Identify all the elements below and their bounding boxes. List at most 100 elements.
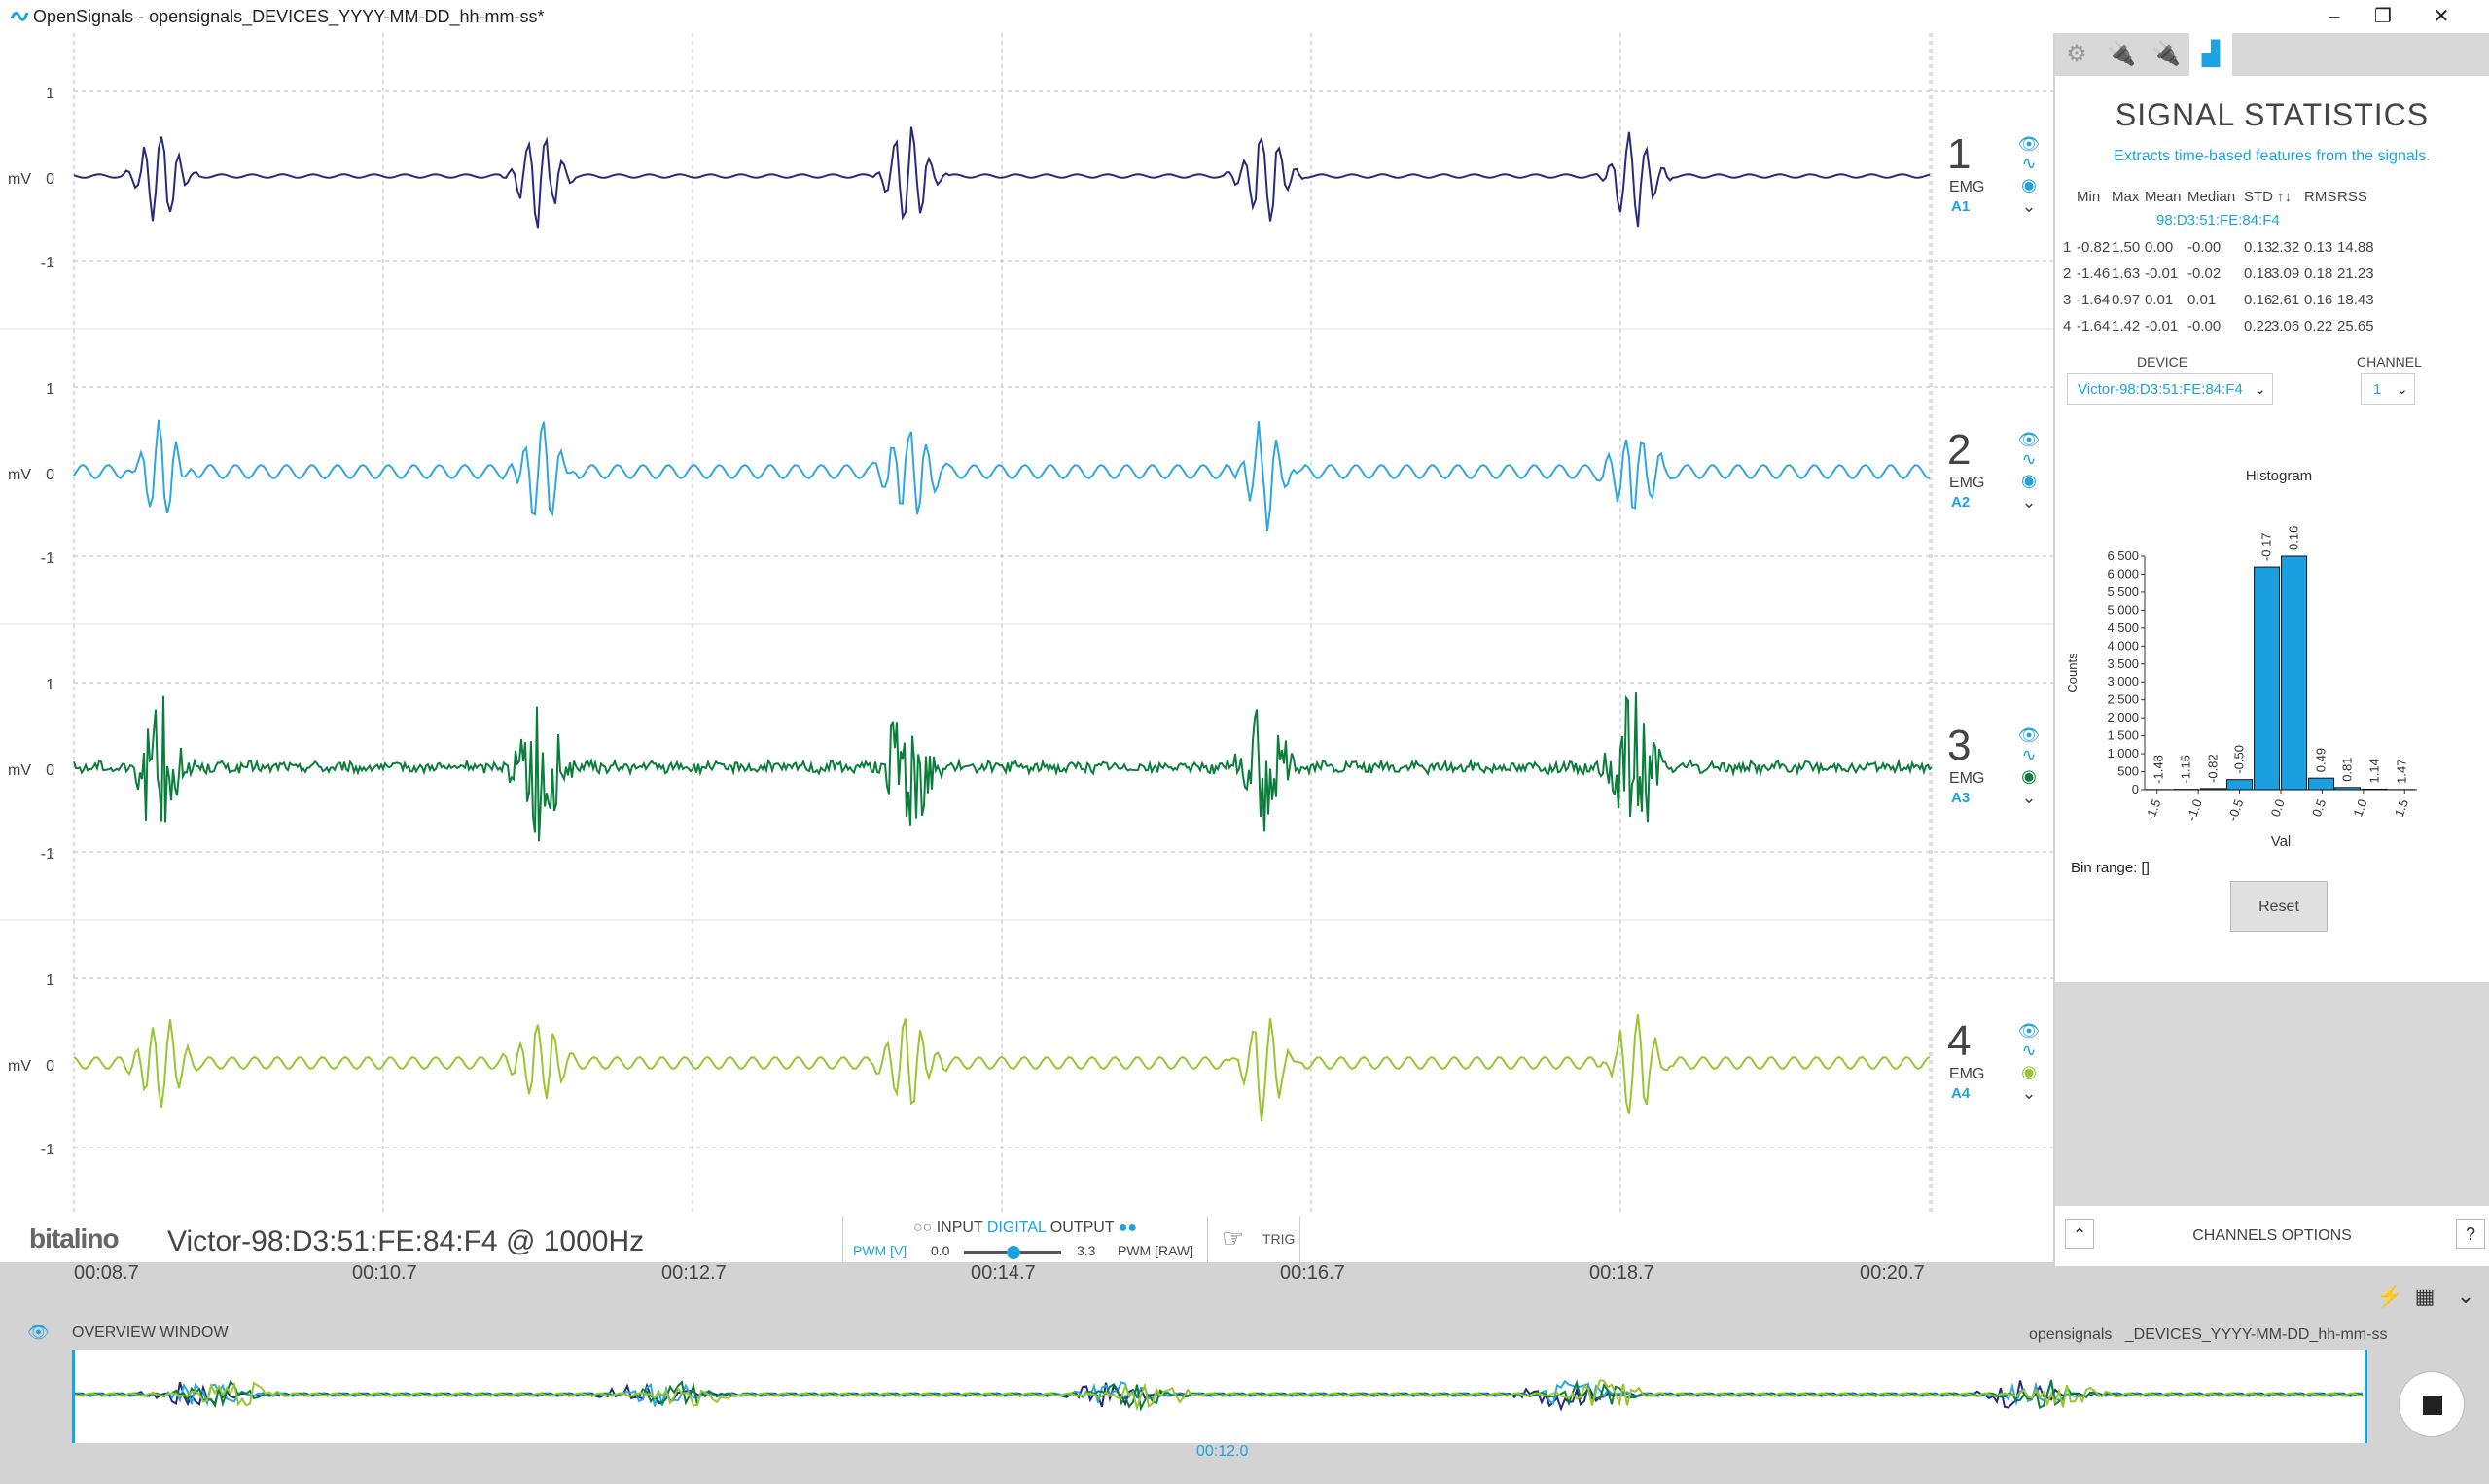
signal-trace	[73, 1013, 1931, 1122]
wave-icon[interactable]: ∿	[2021, 154, 2037, 173]
table-cell: 21.23	[2337, 265, 2374, 282]
channel-port: A1	[1951, 198, 1971, 215]
panel-subtitle: Extracts time-based features from the si…	[2114, 148, 2431, 164]
bar-label: -0.17	[2259, 532, 2274, 561]
visibility-eye-icon[interactable]: 👁	[2017, 134, 2041, 154]
device-bar: bitalino Victor-98:D3:51:FE:84:F4 @ 1000…	[0, 1216, 2053, 1262]
histogram-bar	[2308, 777, 2335, 791]
channel-color-icon[interactable]: ◉	[2021, 766, 2037, 786]
channel-type: EMG	[1949, 770, 1985, 787]
signal-trace	[73, 419, 1931, 532]
wave-icon[interactable]: ∿	[2021, 449, 2037, 469]
settings-gear-icon[interactable]: ⚙	[2066, 41, 2087, 67]
col-header: Min	[2077, 189, 2101, 205]
table-cell: 3	[2063, 292, 2072, 308]
visibility-eye-icon[interactable]: 👁	[2017, 725, 2041, 745]
histogram-bar	[2281, 555, 2308, 791]
reset-button[interactable]: Reset	[2230, 881, 2328, 932]
channel-type: EMG	[1949, 475, 1985, 491]
plugin-icon[interactable]: 🔌	[2151, 41, 2181, 67]
io-output-label: OUTPUT	[1049, 1219, 1115, 1236]
chevron-up-icon[interactable]: ⌃	[2065, 1219, 2094, 1249]
trigger-control[interactable]: ☞ TRIG	[1212, 1216, 1300, 1262]
y-tick: 1	[46, 381, 54, 398]
visibility-eye-icon[interactable]: 👁	[2017, 1021, 2041, 1041]
chevron-down-icon[interactable]: ⌄	[2021, 196, 2037, 216]
device-select[interactable]: Victor-98:D3:51:FE:84:F4 ⌄	[2067, 373, 2273, 405]
y-tick-label: 2,500	[2107, 692, 2139, 707]
bar-label: -0.50	[2232, 745, 2247, 774]
grid-view-icon[interactable]: ▦	[2414, 1284, 2436, 1308]
y-tick: 0	[46, 467, 54, 483]
table-cell: 14.88	[2337, 239, 2374, 256]
signal-trace	[73, 692, 1933, 842]
table-cell: 1	[2063, 239, 2072, 256]
overview-eye-icon[interactable]: 👁	[27, 1323, 50, 1342]
sort-icon[interactable]: ↑↓	[2277, 189, 2292, 205]
device-row: 98:D3:51:FE:84:F4	[2156, 212, 2280, 229]
visibility-eye-icon[interactable]: 👁	[2017, 430, 2041, 449]
help-button[interactable]: ?	[2456, 1219, 2485, 1249]
restore-button[interactable]: ❐	[2374, 6, 2392, 27]
connect-plug-icon[interactable]: ⚡	[2376, 1284, 2403, 1308]
table-cell: 2.61	[2271, 292, 2300, 308]
bin-range-text: Bin range: []	[2071, 860, 2150, 876]
close-button[interactable]: ✕	[2433, 6, 2450, 27]
y-tick-label: 2,000	[2107, 710, 2139, 724]
table-cell: 2.32	[2271, 239, 2300, 256]
wave-icon[interactable]: ∿	[2021, 1041, 2037, 1060]
table-cell: 0.01	[2145, 292, 2174, 308]
bar-chart-icon[interactable]: ▟	[2189, 33, 2232, 76]
channels-options-label[interactable]: CHANNELS OPTIONS	[2192, 1227, 2352, 1244]
col-header: Mean	[2145, 189, 2182, 205]
wave-icon[interactable]: ∿	[2021, 745, 2037, 764]
overview-time: 00:12.0	[1196, 1443, 1249, 1460]
table-cell: 3.06	[2271, 318, 2300, 335]
channel-number: 4	[1947, 1017, 1972, 1065]
y-tick-label: 5,500	[2107, 584, 2139, 599]
histogram-bar	[2254, 566, 2281, 791]
overview-label: OVERVIEW WINDOW	[72, 1325, 229, 1341]
overview-window[interactable]	[72, 1350, 2367, 1443]
time-tick: 00:10.7	[352, 1262, 417, 1284]
bar-label: 0.16	[2287, 526, 2301, 550]
chevron-down-icon[interactable]: ⌄	[2021, 1083, 2037, 1103]
window-title: OpenSignals - opensignals_DEVICES_YYYY-M…	[33, 7, 545, 26]
y-tick: 1	[46, 677, 54, 693]
table-cell: -0.01	[2145, 265, 2179, 282]
app-logo-icon	[10, 12, 29, 21]
bar-label: 1.47	[2395, 760, 2409, 784]
chevron-down-icon[interactable]: ⌄	[2456, 1284, 2475, 1308]
chevron-down-icon[interactable]: ⌄	[2021, 788, 2037, 807]
x-tick-label: 0.5	[2309, 797, 2329, 819]
channel-color-icon[interactable]: ◉	[2021, 1062, 2037, 1081]
y-tick: -1	[40, 1142, 54, 1158]
col-header: STD	[2244, 189, 2273, 205]
channel-color-icon[interactable]: ◉	[2021, 175, 2037, 194]
y-tick-label: 1,000	[2107, 746, 2139, 760]
table-cell: 0.16	[2304, 292, 2333, 308]
pwm-raw-label[interactable]: PWM [RAW]	[1118, 1243, 1194, 1258]
output-led-icon[interactable]: ●●	[1118, 1219, 1138, 1236]
table-cell: -0.02	[2187, 265, 2222, 282]
stop-button[interactable]	[2399, 1371, 2465, 1437]
table-cell: 18.43	[2337, 292, 2374, 308]
pwm-slider-thumb[interactable]	[1007, 1246, 1020, 1259]
channel-type: EMG	[1949, 179, 1985, 195]
bar-label: 0.49	[2314, 748, 2329, 772]
table-cell: 2	[2063, 265, 2072, 282]
signal-plot-area[interactable]: mV 1 0 -1 mV 1 0 -1 mV 1 0 -1 mV 1 0 -1 …	[0, 33, 2053, 1216]
time-tick: 00:14.7	[971, 1262, 1036, 1284]
pwm-v-label[interactable]: PWM [V]	[853, 1243, 907, 1258]
minimize-button[interactable]: –	[2329, 6, 2340, 27]
overview-file-prefix: opensignals	[2029, 1326, 2113, 1343]
histogram-bar	[2362, 788, 2389, 791]
overview-filename: opensignals _DEVICES_YYYY-MM-DD_hh-mm-ss	[2029, 1326, 2387, 1344]
chevron-down-icon[interactable]: ⌄	[2021, 492, 2037, 512]
channel-select[interactable]: 1 ⌄	[2361, 373, 2415, 405]
y-tick-label: 5,000	[2107, 602, 2139, 617]
y-unit-label: mV	[8, 467, 31, 483]
input-led-icon[interactable]: ○○	[912, 1219, 933, 1236]
plugin-icon[interactable]: 🔌	[2107, 41, 2136, 67]
channel-color-icon[interactable]: ◉	[2021, 471, 2037, 490]
